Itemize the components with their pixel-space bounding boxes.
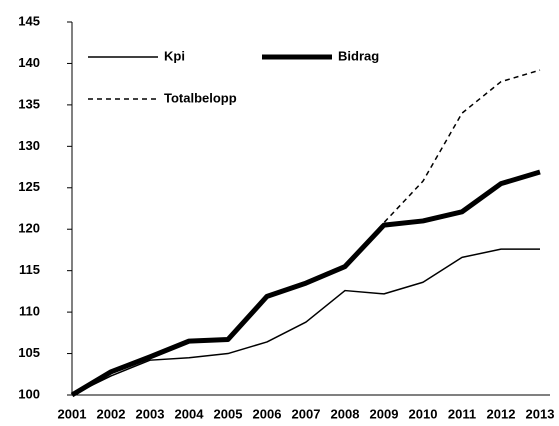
x-tick-label: 2013 — [526, 406, 555, 421]
y-tick-label: 100 — [18, 386, 40, 401]
series-line — [70, 169, 541, 398]
x-tick-label: 2011 — [448, 406, 476, 421]
x-tick-label: 2004 — [175, 406, 205, 421]
legend-label: Totalbelopp — [164, 90, 237, 105]
y-tick-label: 145 — [18, 13, 40, 28]
x-tick-label: 2001 — [58, 406, 87, 421]
x-tick-label: 2002 — [97, 406, 126, 421]
x-tick-label: 2010 — [409, 406, 438, 421]
x-tick-label: 2012 — [487, 406, 516, 421]
series-line — [71, 248, 540, 396]
y-tick-label: 130 — [18, 138, 40, 153]
y-tick-label: 120 — [18, 221, 40, 236]
x-tick-label: 2003 — [136, 406, 165, 421]
x-tick-label: 2009 — [370, 406, 399, 421]
y-tick-label: 105 — [18, 345, 40, 360]
y-tick-label: 140 — [18, 55, 40, 70]
x-tick-label: 2005 — [214, 406, 243, 421]
legend-label: Kpi — [164, 48, 185, 63]
legend-label: Bidrag — [338, 48, 379, 63]
y-tick-label: 125 — [18, 179, 40, 194]
series-line — [71, 69, 541, 396]
y-tick-label: 135 — [18, 96, 40, 111]
x-tick-label: 2007 — [292, 406, 321, 421]
x-tick-label: 2006 — [253, 406, 282, 421]
x-tick-label: 2008 — [331, 406, 360, 421]
y-tick-label: 115 — [19, 262, 40, 277]
y-tick-label: 110 — [19, 304, 40, 319]
